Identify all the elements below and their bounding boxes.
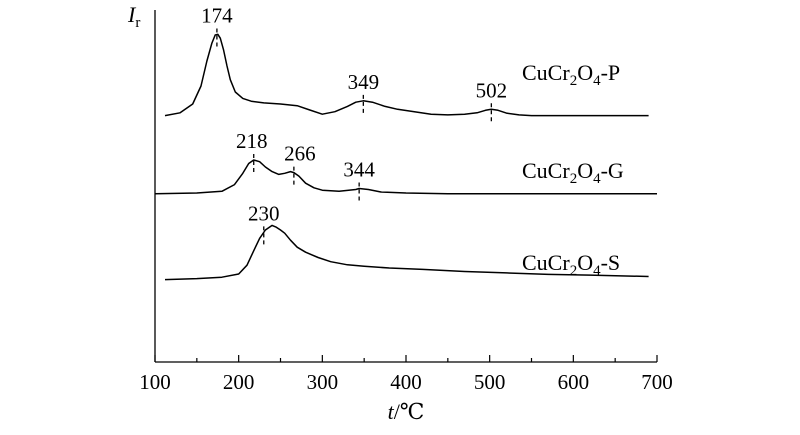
x-tick-label: 400 xyxy=(390,370,422,394)
x-axis-label-unit: /℃ xyxy=(394,399,425,424)
y-axis-label: Ir xyxy=(127,2,140,31)
x-tick-label: 700 xyxy=(641,370,673,394)
peak-label: 502 xyxy=(476,78,508,102)
series-label-text: -G xyxy=(601,158,624,183)
series-label-text: O xyxy=(577,250,593,275)
series-label-subscript: 4 xyxy=(593,263,601,279)
x-tick-label: 200 xyxy=(223,370,255,394)
peak-label: 266 xyxy=(284,142,316,166)
peak-label: 174 xyxy=(201,4,233,28)
peak-annotations: 174 349 502 218 266 344 230 xyxy=(201,4,507,247)
series-label-text: -S xyxy=(601,250,621,275)
series-layer xyxy=(154,33,657,281)
series-label-text: O xyxy=(577,158,593,183)
x-axis-label: t/℃ xyxy=(388,399,425,424)
series-label-subscript: 2 xyxy=(570,73,578,89)
series-label-subscript: 2 xyxy=(570,263,578,279)
peak-label: 230 xyxy=(248,201,280,225)
series-label-text: CuCr xyxy=(522,250,570,275)
series-label-subscript: 4 xyxy=(593,171,601,187)
series-label-1: CuCr2O4-G xyxy=(522,158,624,187)
x-tick-label: 600 xyxy=(558,370,590,394)
x-tick-label: 500 xyxy=(474,370,506,394)
series-label-2: CuCr2O4-S xyxy=(522,250,620,279)
x-tick-label: 100 xyxy=(139,370,171,394)
peak-label: 349 xyxy=(348,70,380,94)
x-tick-label: 300 xyxy=(307,370,339,394)
x-axis-label-main: t xyxy=(388,399,395,424)
y-axis-label-main: I xyxy=(127,2,137,27)
series-label-subscript: 2 xyxy=(570,171,578,187)
series-label-text: O xyxy=(577,60,593,85)
series-line-2 xyxy=(164,224,649,281)
y-axis-label-sub: r xyxy=(135,15,140,31)
series-line-0 xyxy=(164,33,649,117)
series-label-text: CuCr xyxy=(522,158,570,183)
peak-label: 344 xyxy=(343,157,375,181)
axes: 100 200 300 400 500 600 700 xyxy=(139,10,673,394)
peak-label: 218 xyxy=(236,129,268,153)
series-line-1 xyxy=(154,159,657,195)
series-label-0: CuCr2O4-P xyxy=(522,60,620,89)
series-label-subscript: 4 xyxy=(593,73,601,89)
series-label-text: CuCr xyxy=(522,60,570,85)
series-label-text: -P xyxy=(601,60,621,85)
